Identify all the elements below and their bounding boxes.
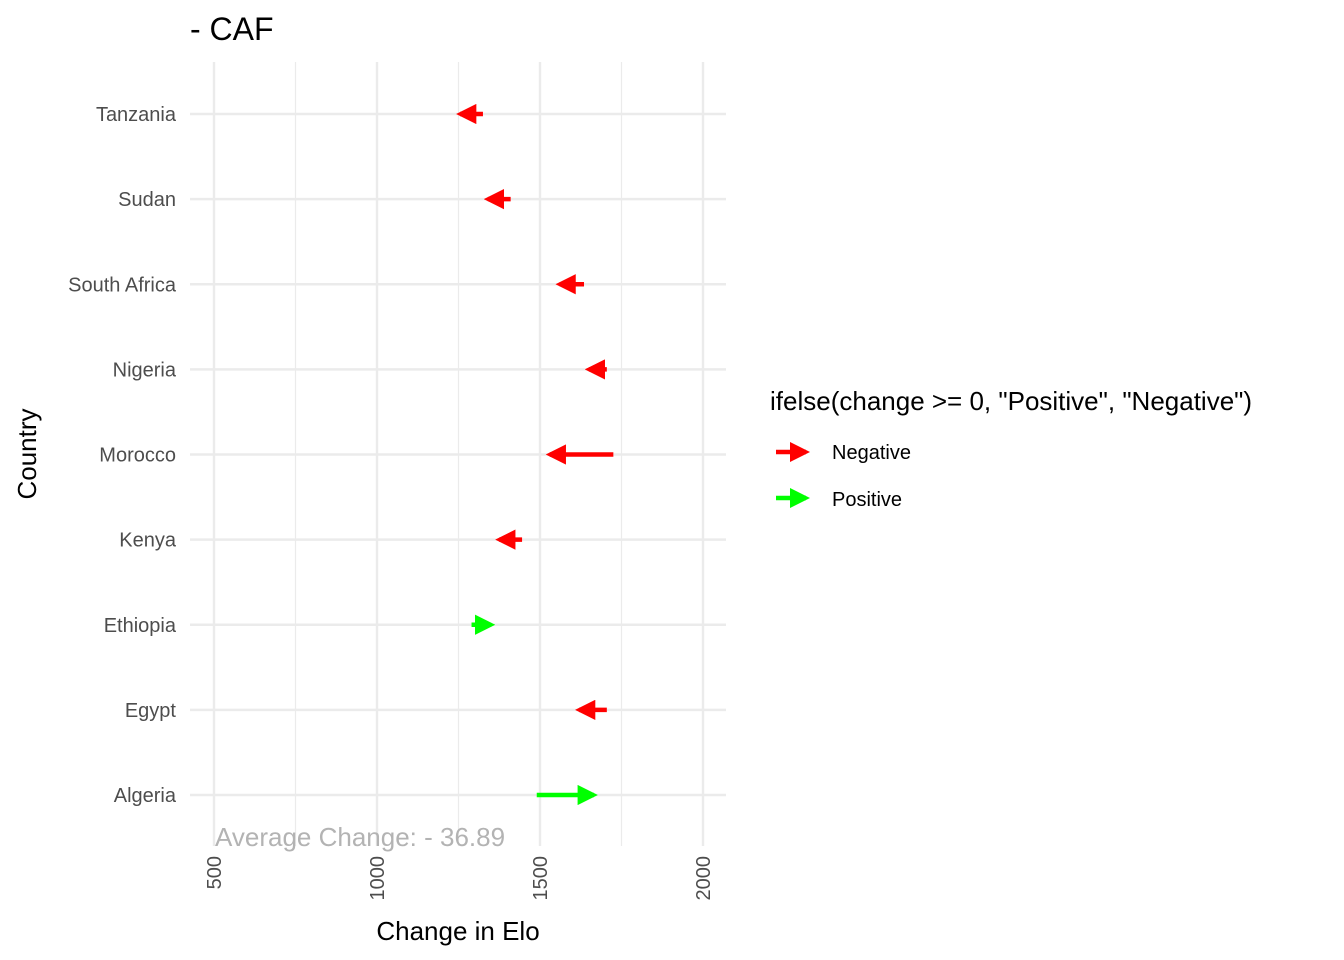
y-tick-labels: Algeria Egypt Ethiopia Kenya Morocco Nigeria S… bbox=[68, 104, 177, 807]
x-tick-label: 1500 bbox=[530, 856, 552, 901]
x-axis-title: Change in Elo bbox=[376, 916, 539, 946]
x-tick-labels: 500 1000 1500 2000 bbox=[204, 856, 715, 901]
y-tick-label: South Africa bbox=[68, 274, 177, 296]
legend: ifelse(change >= 0, "Positive", "Negativ… bbox=[770, 386, 1252, 511]
x-tick-label: 2000 bbox=[693, 856, 715, 901]
y-axis-title: Country bbox=[12, 408, 42, 499]
grid bbox=[190, 62, 726, 846]
y-tick-label: Ethiopia bbox=[104, 615, 177, 637]
y-tick-label: Kenya bbox=[119, 530, 177, 552]
legend-title: ifelse(change >= 0, "Positive", "Negativ… bbox=[770, 386, 1252, 416]
y-tick-label: Egypt bbox=[125, 700, 177, 722]
x-tick-label: 500 bbox=[204, 856, 226, 889]
y-tick-label: Sudan bbox=[118, 189, 176, 211]
x-tick-label: 1000 bbox=[367, 856, 389, 901]
legend-label-negative: Negative bbox=[832, 442, 911, 464]
y-tick-label: Nigeria bbox=[113, 359, 177, 381]
chart-title: - CAF bbox=[190, 11, 274, 47]
y-tick-label: Algeria bbox=[114, 785, 177, 807]
legend-label-positive: Positive bbox=[832, 489, 902, 511]
y-tick-label: Tanzania bbox=[96, 104, 177, 126]
average-change-annotation: Average Change: - 36.89 bbox=[215, 822, 505, 852]
y-tick-label: Morocco bbox=[99, 445, 176, 467]
arrows bbox=[456, 103, 614, 806]
